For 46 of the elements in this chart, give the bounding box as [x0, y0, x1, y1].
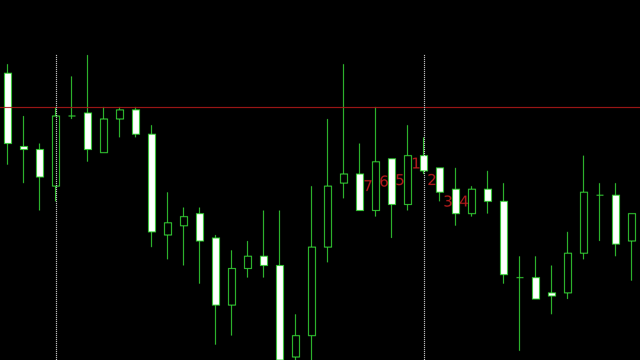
candlestick — [372, 106, 380, 218]
candlestick — [52, 106, 60, 202]
candlestick — [580, 155, 588, 260]
text: 5 — [395, 171, 405, 190]
candlestick — [612, 182, 620, 257]
text: 7 — [363, 177, 373, 196]
candlestick — [148, 124, 156, 248]
candlestick — [292, 314, 300, 360]
candlestick — [340, 64, 348, 199]
candlestick — [388, 158, 396, 238]
text: 3 — [443, 192, 453, 210]
candlestick — [404, 124, 412, 212]
candlestick — [548, 264, 556, 315]
candlestick — [308, 186, 316, 360]
candlestick — [36, 142, 44, 212]
candlestick — [4, 64, 12, 166]
candlestick — [260, 210, 268, 278]
candlestick — [20, 116, 28, 184]
text: 2 — [427, 171, 437, 190]
candlestick — [596, 182, 604, 242]
candlestick — [228, 250, 236, 336]
candlestick — [100, 106, 108, 154]
candlestick — [212, 234, 220, 346]
candlestick — [564, 231, 572, 300]
text: 1 — [411, 154, 421, 172]
candlestick — [244, 240, 252, 278]
candlestick — [484, 170, 492, 214]
candlestick — [452, 167, 460, 226]
candlestick — [436, 167, 444, 202]
text: 4 — [459, 192, 469, 210]
candlestick — [324, 118, 332, 263]
candlestick — [116, 106, 124, 138]
text: 6 — [379, 172, 389, 191]
candlestick — [196, 207, 204, 284]
candlestick — [68, 76, 76, 120]
candlestick — [468, 186, 476, 218]
candlestick — [180, 207, 188, 266]
candlestick — [500, 182, 508, 284]
candlestick — [356, 142, 364, 212]
candlestick — [532, 256, 540, 300]
candlestick — [132, 106, 140, 138]
candlestick — [164, 192, 172, 260]
candlestick — [516, 256, 524, 352]
candlestick — [276, 210, 284, 360]
candlestick — [84, 54, 92, 162]
candlestick — [628, 213, 636, 282]
